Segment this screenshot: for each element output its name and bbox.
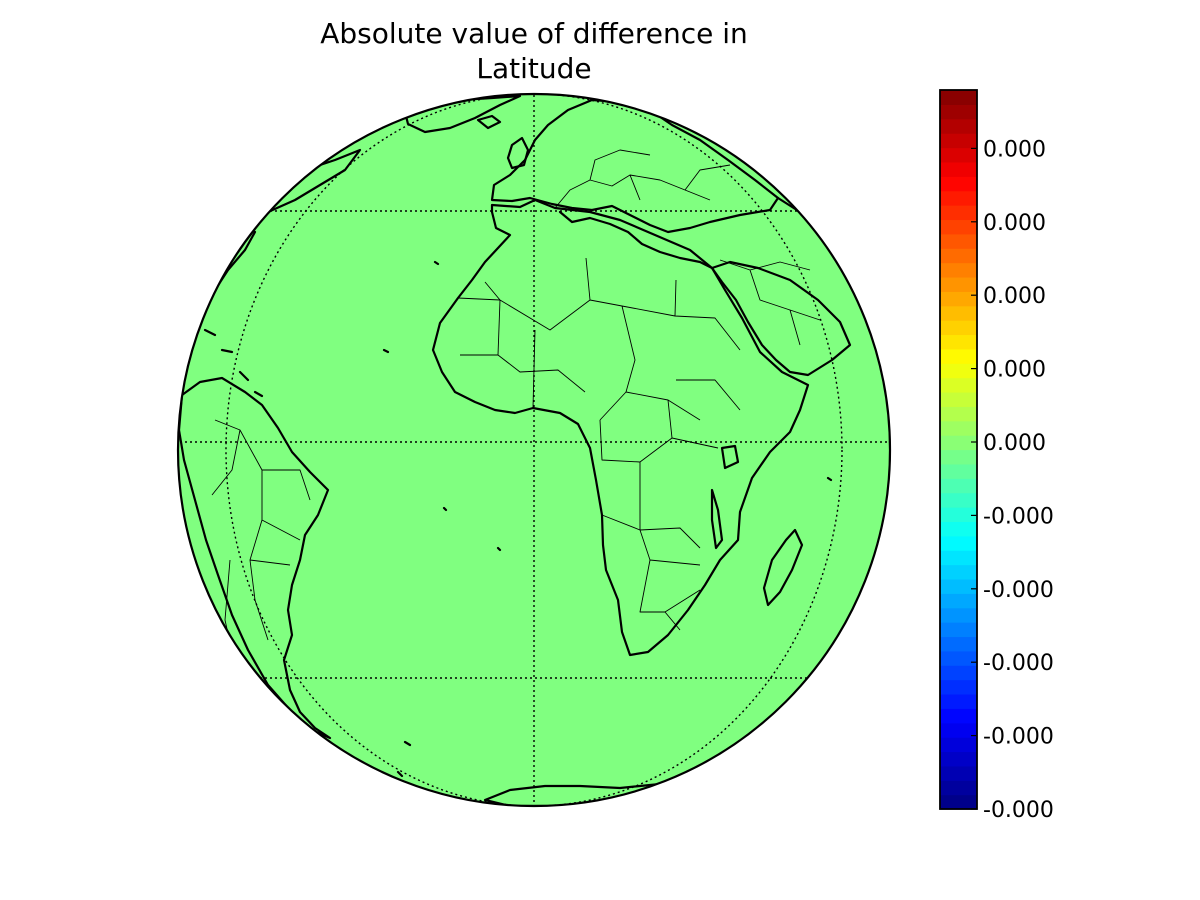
- colorbar-band: [940, 708, 977, 724]
- country-borders: [211, 149, 821, 691]
- coast-arabia: [710, 260, 852, 377]
- colorbar-band: [940, 478, 977, 494]
- colorbar-band: [940, 248, 977, 264]
- chart-title-line-2: Latitude: [476, 52, 591, 85]
- colorbar-band: [940, 722, 977, 738]
- colorbar-band: [940, 377, 977, 393]
- colorbar-band: [940, 90, 977, 105]
- colorbar-tick-label: 0.000: [983, 358, 1046, 383]
- colorbar-band: [940, 348, 977, 364]
- colorbar-band: [940, 320, 977, 336]
- colorbar-tick-label: -0.000: [983, 651, 1054, 676]
- colorbar-band: [940, 334, 977, 350]
- meridian-60-pair: [225, 94, 843, 806]
- colorbar-band: [940, 665, 977, 681]
- colorbar-band: [940, 449, 977, 465]
- coast-south-america: [178, 376, 332, 740]
- colorbar-bands: [940, 90, 977, 810]
- chart-title-line-1: Absolute value of difference in: [320, 17, 748, 50]
- colorbar-band: [940, 636, 977, 652]
- colorbar-band: [940, 550, 977, 566]
- colorbar-band: [940, 190, 977, 206]
- colorbar-band: [940, 420, 977, 436]
- coast-caribbean: [203, 328, 264, 398]
- colorbar-band: [940, 219, 977, 235]
- colorbar-band: [940, 794, 977, 810]
- colorbar-band: [940, 578, 977, 594]
- globe-outline: [176, 92, 892, 808]
- colorbar-tick-label: 0.000: [983, 284, 1046, 309]
- coast-britain: [506, 136, 530, 170]
- colorbar: 0.000 0.000 0.000 0.000 0.000 -0.000 -0.000 -0.…: [939, 89, 1054, 823]
- colorbar-tick-label: -0.000: [983, 504, 1054, 529]
- coast-african-lakes: [710, 444, 740, 550]
- coast-mediterranean: [558, 210, 714, 270]
- colorbar-band: [940, 205, 977, 221]
- borders-middle-east: [719, 259, 821, 346]
- borders-africa: [457, 257, 741, 631]
- graticule: [178, 94, 890, 806]
- colorbar-band: [940, 262, 977, 278]
- coast-small-islands: [382, 260, 833, 778]
- colorbar-outline: [939, 89, 978, 810]
- colorbar-tick-label: 0.000: [983, 137, 1046, 162]
- colorbar-tick-label: -0.000: [983, 578, 1054, 603]
- colorbar-ticks: 0.000 0.000 0.000 0.000 0.000 -0.000 -0.000 -0.…: [971, 137, 1054, 823]
- colorbar-band: [940, 765, 977, 781]
- colorbar-tick-label: -0.000: [983, 725, 1054, 750]
- colorbar-tick-label: 0.000: [983, 211, 1046, 236]
- colorbar-band: [940, 492, 977, 508]
- colorbar-band: [940, 161, 977, 177]
- borders-europe: [554, 149, 731, 209]
- colorbar-band: [940, 679, 977, 695]
- coast-iceland: [476, 114, 502, 130]
- colorbar-band: [940, 521, 977, 537]
- colorbar-band: [940, 564, 977, 580]
- globe-map: [176, 92, 892, 808]
- colorbar-band: [940, 363, 977, 379]
- coast-madagascar: [762, 528, 804, 607]
- colorbar-band: [940, 104, 977, 120]
- colorbar-band: [940, 737, 977, 753]
- colorbar-tick-label: 0.000: [983, 431, 1046, 456]
- colorbar-band: [940, 147, 977, 163]
- colorbar-band: [940, 176, 977, 192]
- colorbar-band: [940, 233, 977, 249]
- colorbar-band: [940, 535, 977, 551]
- colorbar-band: [940, 507, 977, 522]
- colorbar-band: [940, 693, 977, 709]
- colorbar-band: [940, 276, 977, 292]
- colorbar-band: [940, 780, 977, 796]
- colorbar-band: [940, 622, 977, 638]
- colorbar-band: [940, 751, 977, 767]
- colorbar-band: [940, 291, 977, 307]
- borders-south-america: [211, 419, 311, 691]
- colorbar-band: [940, 463, 977, 479]
- colorbar-tick-label: -0.000: [983, 798, 1054, 823]
- colorbar-band: [940, 391, 977, 407]
- colorbar-band: [940, 650, 977, 666]
- colorbar-band: [940, 593, 977, 609]
- colorbar-band: [940, 406, 977, 422]
- colorbar-band: [940, 607, 977, 623]
- colorbar-band: [940, 133, 977, 149]
- colorbar-band: [940, 305, 977, 321]
- colorbar-band: [940, 435, 977, 451]
- colorbar-band: [940, 118, 977, 134]
